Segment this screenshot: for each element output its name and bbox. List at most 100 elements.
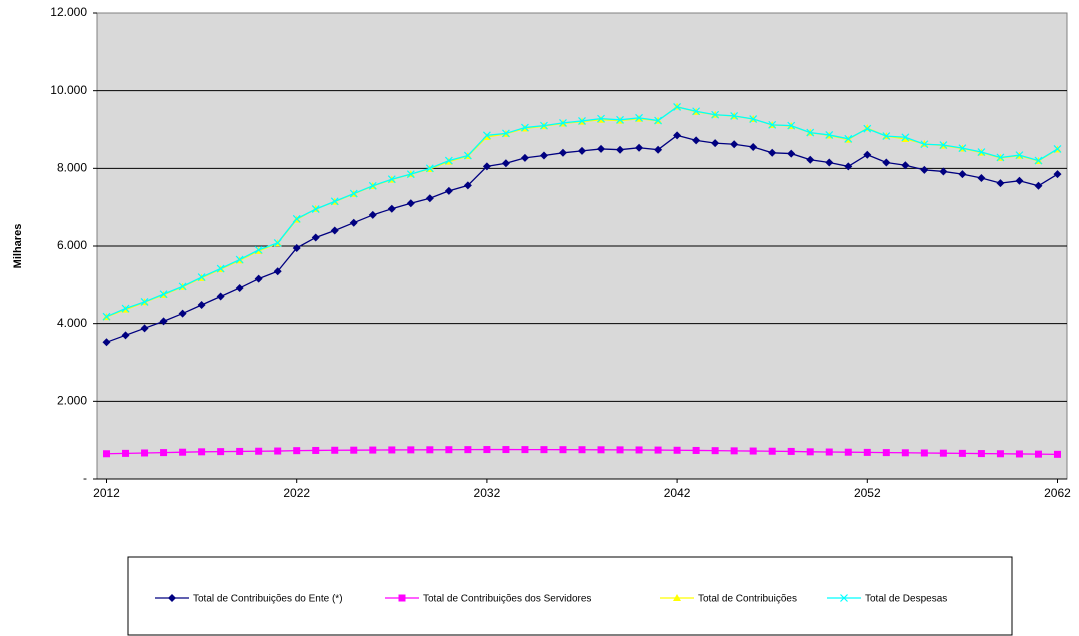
marker bbox=[387, 204, 396, 213]
x-tick-label: 2012 bbox=[93, 486, 120, 500]
marker bbox=[825, 131, 834, 139]
x-tick-label: 2042 bbox=[664, 486, 691, 500]
marker bbox=[958, 170, 967, 179]
x-tick-label: 2032 bbox=[474, 486, 501, 500]
y-tick-label: 2.000 bbox=[57, 394, 87, 408]
marker bbox=[1034, 450, 1042, 458]
marker bbox=[635, 113, 643, 122]
marker bbox=[235, 255, 244, 264]
marker bbox=[216, 292, 225, 301]
marker bbox=[444, 156, 453, 165]
marker bbox=[197, 301, 206, 310]
marker bbox=[692, 446, 700, 454]
marker bbox=[635, 446, 643, 454]
y-tick-label: 8.000 bbox=[57, 161, 87, 175]
marker bbox=[996, 153, 1005, 162]
marker bbox=[540, 446, 548, 454]
marker bbox=[597, 446, 605, 454]
marker bbox=[1034, 156, 1043, 165]
marker bbox=[844, 448, 852, 456]
marker bbox=[977, 450, 985, 458]
marker bbox=[369, 446, 377, 454]
marker bbox=[654, 145, 663, 154]
y-tick-label: 4.000 bbox=[57, 316, 87, 330]
marker bbox=[939, 167, 948, 176]
marker bbox=[216, 264, 225, 273]
marker bbox=[901, 449, 909, 457]
marker bbox=[1034, 181, 1043, 190]
marker bbox=[977, 148, 986, 156]
legend-box bbox=[127, 556, 1013, 636]
marker bbox=[673, 103, 682, 111]
marker bbox=[217, 448, 225, 456]
marker bbox=[711, 110, 720, 119]
marker bbox=[844, 162, 853, 171]
marker bbox=[368, 210, 377, 219]
marker bbox=[331, 446, 339, 454]
marker bbox=[330, 197, 339, 206]
marker bbox=[350, 446, 358, 454]
marker bbox=[673, 131, 682, 140]
marker bbox=[349, 218, 358, 227]
marker bbox=[482, 131, 491, 140]
marker bbox=[654, 446, 662, 454]
legend-item: Total de Contribuições dos Servidores bbox=[385, 594, 591, 605]
marker bbox=[958, 449, 966, 457]
marker bbox=[559, 446, 567, 454]
legend-label: Total de Contribuições do Ente (*) bbox=[193, 594, 343, 605]
marker bbox=[1053, 144, 1062, 153]
marker bbox=[122, 449, 130, 457]
marker bbox=[863, 124, 872, 133]
legend-marker bbox=[673, 594, 681, 601]
marker bbox=[787, 447, 795, 455]
marker bbox=[501, 129, 510, 138]
marker bbox=[768, 148, 777, 157]
marker bbox=[464, 446, 472, 454]
marker bbox=[597, 114, 605, 123]
marker bbox=[103, 450, 111, 458]
marker bbox=[502, 446, 510, 454]
legend-item: Total de Contribuições bbox=[660, 594, 797, 605]
marker bbox=[236, 447, 244, 455]
marker bbox=[1053, 450, 1061, 458]
marker bbox=[901, 135, 910, 143]
marker bbox=[939, 141, 948, 149]
marker bbox=[749, 142, 758, 151]
marker bbox=[787, 121, 796, 130]
marker bbox=[254, 245, 263, 254]
marker bbox=[539, 151, 548, 160]
marker bbox=[863, 448, 871, 456]
y-tick-label: - bbox=[83, 471, 87, 485]
marker bbox=[273, 238, 282, 247]
marker bbox=[673, 446, 681, 454]
marker bbox=[730, 140, 739, 149]
marker bbox=[407, 446, 415, 454]
marker bbox=[996, 450, 1004, 458]
marker bbox=[806, 128, 815, 137]
marker bbox=[578, 146, 586, 155]
marker bbox=[388, 446, 396, 454]
marker bbox=[882, 449, 890, 457]
legend-marker bbox=[840, 594, 848, 602]
marker bbox=[501, 159, 510, 168]
marker bbox=[901, 161, 910, 170]
marker bbox=[730, 447, 738, 455]
marker bbox=[463, 181, 472, 190]
marker bbox=[274, 447, 282, 455]
marker bbox=[578, 117, 586, 125]
marker bbox=[425, 164, 434, 173]
marker bbox=[559, 118, 567, 127]
marker bbox=[711, 447, 719, 455]
legend-item: Total de Despesas bbox=[827, 594, 947, 605]
marker bbox=[616, 446, 624, 454]
marker bbox=[292, 243, 301, 252]
marker bbox=[1053, 170, 1062, 179]
marker bbox=[235, 283, 244, 292]
marker bbox=[730, 111, 739, 120]
marker bbox=[749, 447, 757, 455]
marker bbox=[197, 273, 206, 281]
marker bbox=[1015, 450, 1023, 458]
marker bbox=[121, 331, 130, 340]
legend-label: Total de Contribuições dos Servidores bbox=[423, 594, 591, 605]
marker bbox=[387, 175, 396, 184]
